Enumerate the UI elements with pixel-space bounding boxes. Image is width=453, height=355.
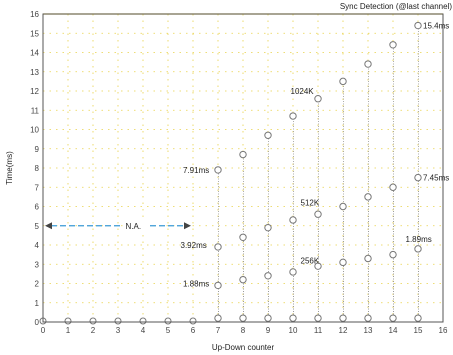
data-point (364, 60, 372, 68)
annotation-label: 15.4ms (423, 22, 449, 31)
data-point (289, 216, 297, 224)
annotation-label: 256K (301, 256, 320, 265)
data-point (414, 173, 422, 182)
x-tick-label: 4 (141, 326, 146, 335)
y-tick-label: 3 (35, 260, 40, 269)
y-tick-label: 5 (35, 222, 40, 231)
plot-frame (42, 13, 444, 323)
y-tick-label: 10 (30, 126, 39, 135)
zero-point (114, 317, 122, 325)
na-arrow-head-left (45, 222, 52, 230)
data-point (339, 77, 347, 86)
data-point (239, 275, 247, 284)
data-point (214, 281, 222, 290)
x-tick-label: 10 (289, 326, 298, 335)
y-tick-label: 2 (35, 280, 40, 289)
y-tick-label: 1 (35, 299, 40, 308)
data-point (239, 150, 247, 159)
data-point (414, 314, 422, 322)
annotation-label: 3.92ms (181, 241, 207, 250)
na-arrow (45, 222, 191, 230)
tick-labels: 0 1 2 3 4 5 6 7 8 9 10 11 12 13 14 15 160123456789101112… (30, 10, 448, 335)
zero-point (189, 317, 197, 325)
zero-point (64, 317, 72, 325)
data-point (364, 254, 372, 263)
data-point (264, 131, 272, 139)
data-point (314, 262, 322, 270)
x-tick-label: 15 (414, 326, 423, 335)
x-tick-label: 8 (241, 326, 246, 335)
x-tick-label: 1 (66, 326, 71, 335)
x-tick-label: 16 (439, 326, 448, 335)
annotation-label: 1.88ms (183, 280, 209, 289)
na-arrow-head-right (184, 222, 191, 230)
data-point (314, 314, 322, 322)
y-tick-label: 12 (30, 87, 39, 96)
annotation-label: 7.91ms (183, 166, 209, 175)
zero-point (139, 317, 147, 325)
data-point (339, 258, 347, 267)
data-point (264, 272, 272, 280)
data-point (264, 314, 272, 322)
x-tick-label: 13 (364, 326, 373, 335)
annotation-label: N.A. (126, 222, 142, 231)
data-point (389, 41, 397, 49)
data-point (289, 112, 297, 120)
data-point (414, 245, 422, 253)
annotation-label: 512K (301, 199, 320, 208)
x-tick-label: 9 (266, 326, 271, 335)
y-axis-label: Time(ms) (5, 151, 14, 185)
x-tick-label: 11 (314, 326, 323, 335)
y-tick-label: 7 (35, 183, 40, 192)
data-point (389, 314, 397, 322)
data-point (314, 210, 322, 218)
data-point (389, 183, 397, 191)
y-tick-label: 14 (30, 49, 39, 58)
x-tick-label: 7 (216, 326, 221, 335)
y-tick-label: 4 (35, 241, 40, 250)
data-point (364, 314, 372, 322)
x-tick-label: 12 (339, 326, 348, 335)
y-tick-label: 16 (30, 10, 39, 19)
x-tick-label: 6 (191, 326, 196, 335)
y-tick-label: 0 (35, 318, 40, 327)
y-tick-label: 15 (30, 29, 39, 38)
y-tick-label: 8 (35, 164, 40, 173)
data-point (264, 223, 272, 232)
y-tick-label: 11 (31, 106, 40, 115)
x-tick-label: 14 (389, 326, 398, 335)
annotation-label: 7.45ms (423, 174, 449, 183)
data-point (414, 21, 422, 30)
data-point (289, 314, 297, 322)
chart-title: Sync Detection (@last channel) (340, 2, 453, 11)
data-point (339, 314, 347, 322)
y-tick-label: 13 (30, 68, 39, 77)
x-tick-label: 3 (116, 326, 121, 335)
annotation-backdrop (122, 219, 149, 231)
y-tick-label: 6 (35, 203, 40, 212)
annotation-label: 1024K (291, 87, 315, 96)
y-tick-label: 9 (35, 145, 40, 154)
data-point (214, 314, 222, 322)
data-point (314, 95, 322, 103)
data-point (364, 193, 372, 201)
x-axis-label: Up-Down counter (212, 343, 275, 352)
annotation-label: 1.89ms (406, 235, 432, 244)
zero-point (164, 317, 172, 325)
data-point (214, 166, 222, 174)
zero-point (89, 317, 97, 325)
annotations: N.A. 7.91ms 3.92ms 1.88ms 1024K 512K 256K 15.4m… (122, 22, 449, 289)
data-point (214, 243, 222, 251)
data-point (339, 202, 347, 211)
x-tick-label: 2 (91, 326, 96, 335)
data-point (239, 233, 247, 242)
data-point (389, 250, 397, 259)
data-point (239, 314, 247, 322)
x-tick-label: 5 (166, 326, 171, 335)
x-tick-label: 0 (41, 326, 46, 335)
data-point (289, 268, 297, 276)
